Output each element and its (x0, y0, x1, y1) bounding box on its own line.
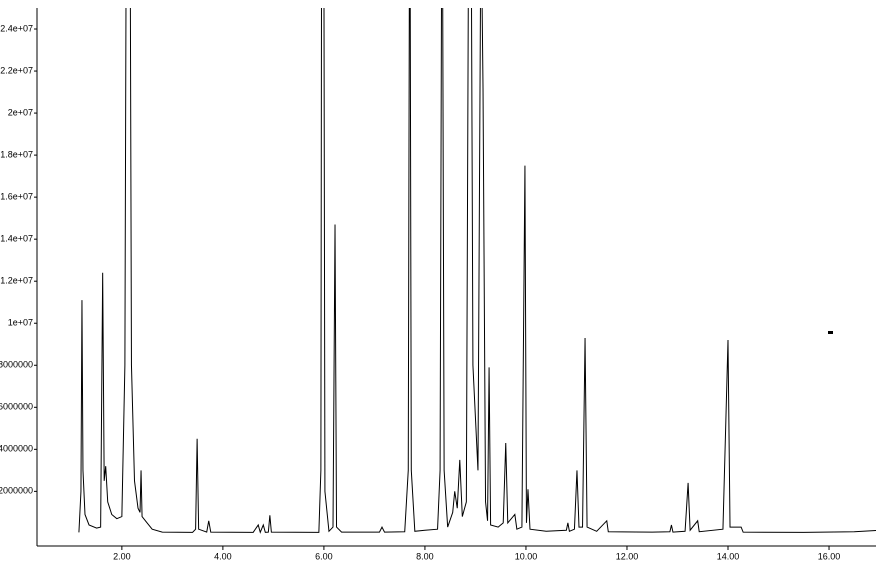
y-tick-label: 2.2e+07 (0, 65, 33, 75)
y-tick-label: 1.8e+07 (0, 149, 33, 159)
y-tick-label: 1.4e+07 (0, 234, 33, 244)
y-tick-label: 1e+07 (8, 318, 33, 328)
y-tick-label: 1.2e+07 (0, 276, 33, 286)
x-tick-label: 8.00 (416, 551, 434, 561)
y-tick-label: 6000000 (0, 402, 33, 412)
x-tick-label: 16.00 (818, 551, 841, 561)
x-tick-label: 2.00 (113, 551, 131, 561)
y-tick-label: 2.4e+07 (0, 23, 33, 33)
x-tick-label: 12.00 (616, 551, 639, 561)
chromatogram-line (78, 8, 876, 534)
x-tick-label: 10.00 (515, 551, 538, 561)
y-tick-label: 1.6e+07 (0, 192, 33, 202)
x-tick-label: 4.00 (214, 551, 232, 561)
x-tick-label: 14.00 (717, 551, 740, 561)
y-tick-label: 2e+07 (8, 107, 33, 117)
y-tick-label: 2000000 (0, 486, 33, 496)
y-tick-label: 4000000 (0, 444, 33, 454)
y-tick-label: 8000000 (0, 360, 33, 370)
x-tick-label: 6.00 (315, 551, 333, 561)
marker (828, 331, 833, 334)
